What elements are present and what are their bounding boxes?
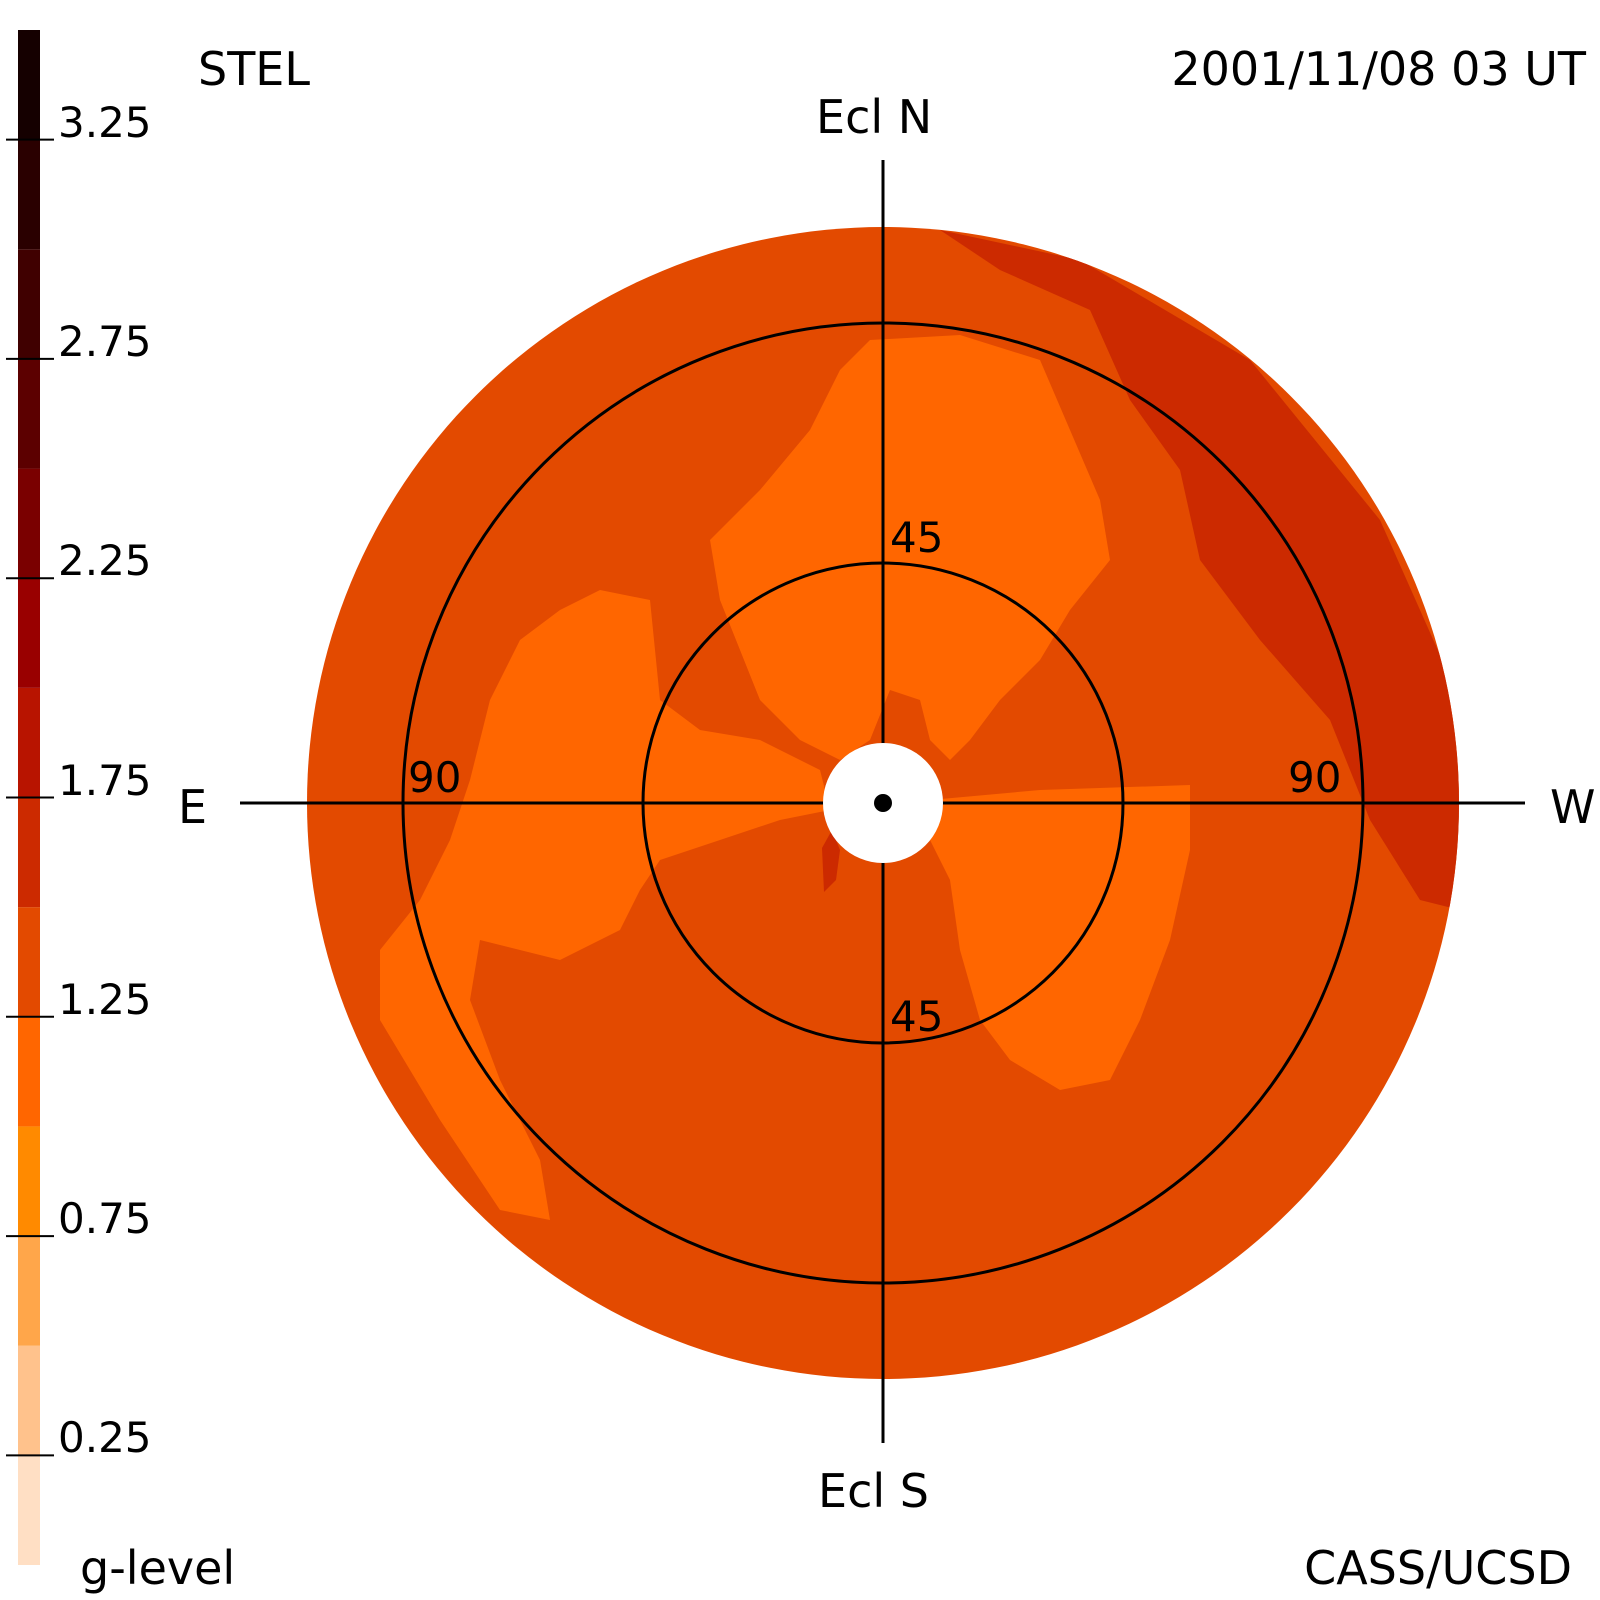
colorbar bbox=[6, 30, 54, 1565]
colorbar-tick-label: 0.75 bbox=[58, 1194, 152, 1244]
colorbar-level-10 bbox=[18, 358, 40, 469]
colorbar-level-11 bbox=[18, 249, 40, 359]
colorbar-level-5 bbox=[18, 907, 40, 1017]
colorbar-label: g-level bbox=[80, 1541, 236, 1595]
colorbar-level-2 bbox=[18, 1236, 40, 1346]
west-label: W bbox=[1550, 780, 1596, 834]
colorbar-tick-label: 1.75 bbox=[58, 755, 152, 805]
colorbar-level-12 bbox=[18, 139, 40, 250]
high-region-northwest bbox=[940, 230, 1459, 910]
colorbar-level-9 bbox=[18, 468, 40, 579]
colorbar-tick-label: 1.25 bbox=[58, 974, 152, 1024]
colorbar-tick-label: 2.25 bbox=[58, 536, 152, 586]
colorbar-level-1 bbox=[18, 1345, 40, 1456]
ring-label-45-top: 45 bbox=[890, 513, 944, 562]
north-label: Ecl N bbox=[816, 90, 933, 144]
colorbar-level-0 bbox=[18, 1455, 40, 1565]
datetime-label: 2001/11/08 03 UT bbox=[1171, 42, 1586, 96]
colorbar-level-4 bbox=[18, 1016, 40, 1127]
sun-center-dot bbox=[874, 794, 892, 812]
enhanced-region-north-lobe bbox=[710, 335, 1110, 760]
instrument-label: STEL bbox=[198, 42, 310, 96]
south-label: Ecl S bbox=[818, 1464, 929, 1518]
map-regions bbox=[380, 230, 1459, 1220]
ring-label-90-west: 90 bbox=[1288, 753, 1342, 802]
enhanced-region-east-lobe bbox=[380, 590, 830, 1220]
colorbar-level-13 bbox=[18, 30, 40, 140]
ring-label-45-bottom: 45 bbox=[890, 992, 944, 1041]
colorbar-tick-label: 3.25 bbox=[58, 97, 152, 147]
colorbar-level-6 bbox=[18, 797, 40, 908]
colorbar-tick-label: 2.75 bbox=[58, 316, 152, 366]
ring-label-90-east: 90 bbox=[408, 753, 462, 802]
colorbar-tick-label: 0.25 bbox=[58, 1413, 152, 1463]
credit-label: CASS/UCSD bbox=[1304, 1541, 1572, 1595]
colorbar-level-7 bbox=[18, 687, 40, 798]
east-label: E bbox=[178, 780, 208, 834]
sky-map bbox=[240, 160, 1525, 1443]
colorbar-level-8 bbox=[18, 578, 40, 688]
colorbar-level-3 bbox=[18, 1126, 40, 1237]
high-region-inner bbox=[822, 830, 840, 892]
